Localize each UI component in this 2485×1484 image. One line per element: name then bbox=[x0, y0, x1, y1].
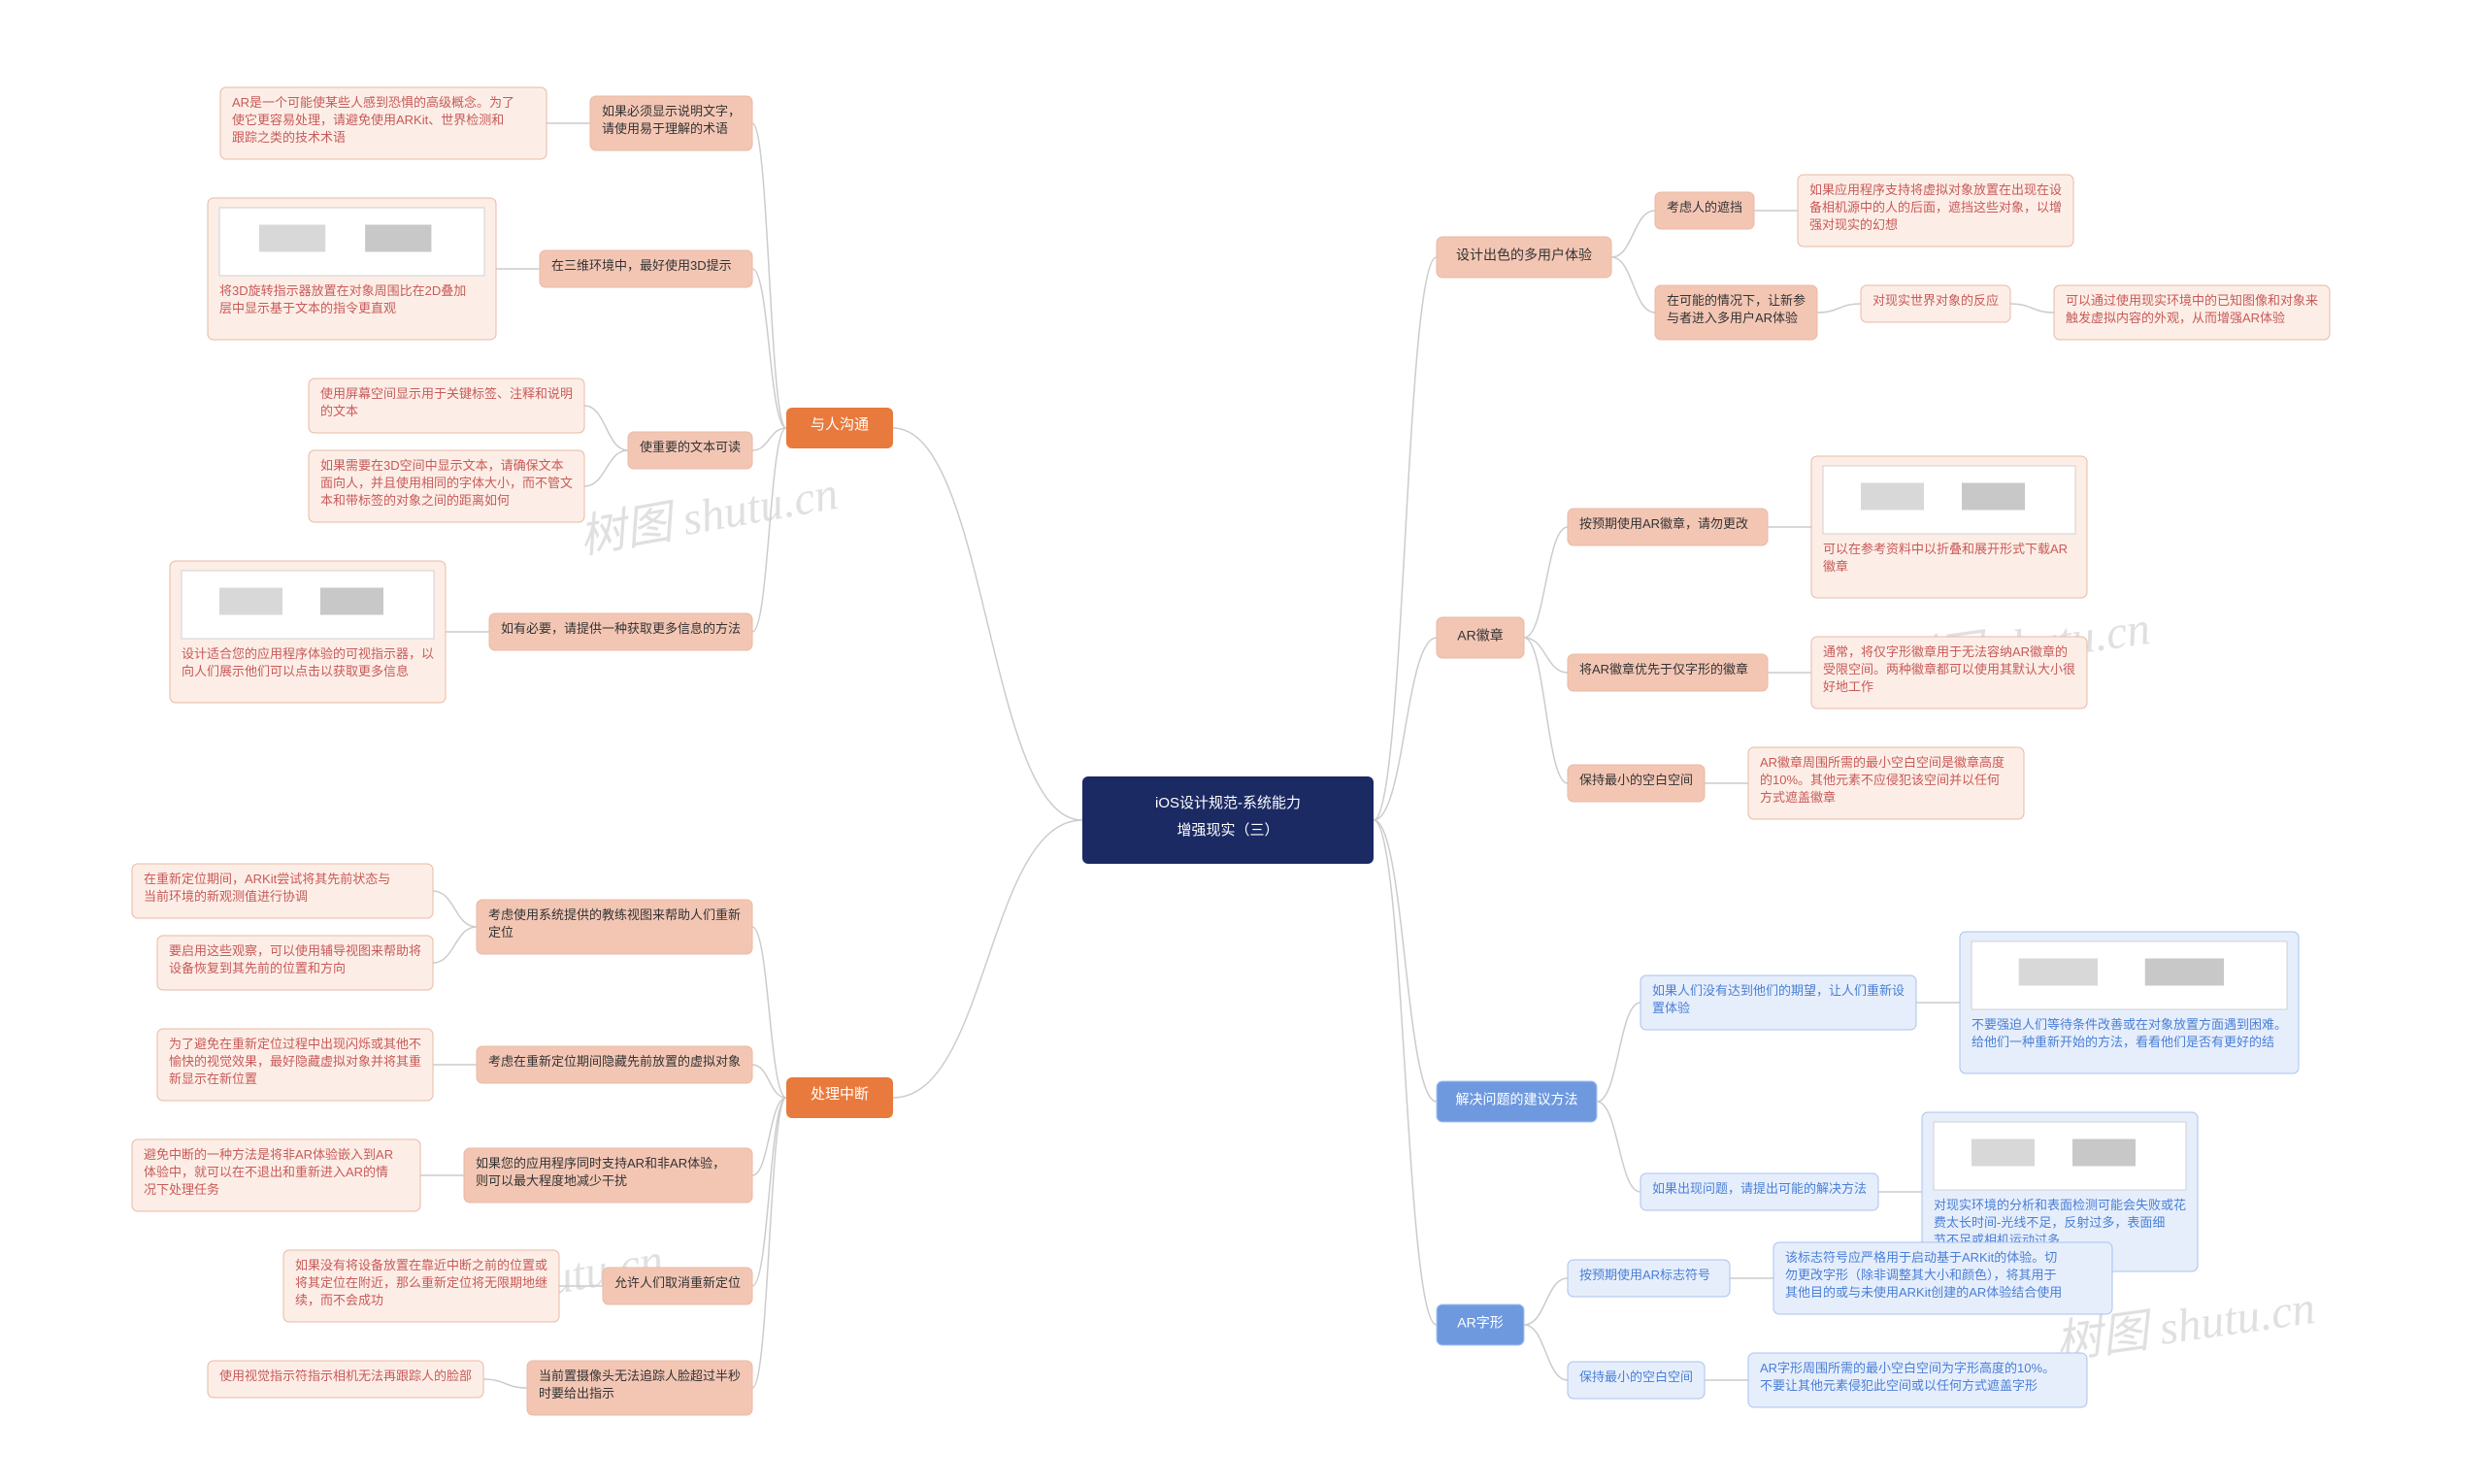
svg-text:与人沟通: 与人沟通 bbox=[811, 416, 869, 433]
svg-text:考虑在重新定位期间隐藏先前放置的虚拟对象: 考虑在重新定位期间隐藏先前放置的虚拟对象 bbox=[488, 1054, 741, 1069]
svg-text:使重要的文本可读: 使重要的文本可读 bbox=[640, 440, 741, 454]
svg-text:解决问题的建议方法: 解决问题的建议方法 bbox=[1456, 1091, 1578, 1106]
svg-text:将AR徽章优先于仅字形的徽章: 将AR徽章优先于仅字形的徽章 bbox=[1579, 662, 1748, 676]
svg-text:处理中断: 处理中断 bbox=[811, 1086, 869, 1103]
svg-text:保持最小的空白空间: 保持最小的空白空间 bbox=[1579, 773, 1693, 787]
svg-text:使用视觉指示符指示相机无法再跟踪人的脸部: 使用视觉指示符指示相机无法再跟踪人的脸部 bbox=[219, 1369, 472, 1383]
svg-text:树图 shutu.cn: 树图 shutu.cn bbox=[576, 468, 842, 564]
svg-text:考虑人的遮挡: 考虑人的遮挡 bbox=[1667, 200, 1742, 214]
svg-text:按预期使用AR标志符号: 按预期使用AR标志符号 bbox=[1579, 1268, 1710, 1282]
svg-text:设计出色的多用户体验: 设计出色的多用户体验 bbox=[1456, 247, 1592, 262]
svg-text:按预期使用AR徽章，请勿更改: 按预期使用AR徽章，请勿更改 bbox=[1579, 516, 1748, 531]
svg-text:保持最小的空白空间: 保持最小的空白空间 bbox=[1579, 1369, 1693, 1384]
svg-text:AR徽章: AR徽章 bbox=[1457, 627, 1503, 643]
svg-text:如有必要，请提供一种获取更多信息的方法: 如有必要，请提供一种获取更多信息的方法 bbox=[501, 621, 741, 636]
svg-text:在三维环境中，最好使用3D提示: 在三维环境中，最好使用3D提示 bbox=[551, 258, 732, 273]
svg-text:如果出现问题，请提出可能的解决方法: 如果出现问题，请提出可能的解决方法 bbox=[1652, 1181, 1867, 1196]
svg-text:允许人们取消重新定位: 允许人们取消重新定位 bbox=[614, 1275, 741, 1290]
svg-text:该标志符号应严格用于启动基于ARKit的体验。切勿更改字形（: 该标志符号应严格用于启动基于ARKit的体验。切勿更改字形（除非调整其大小和颜色… bbox=[1785, 1250, 2062, 1300]
svg-text:对现实世界对象的反应: 对现实世界对象的反应 bbox=[1872, 293, 1999, 308]
svg-text:AR字形: AR字形 bbox=[1457, 1314, 1503, 1330]
